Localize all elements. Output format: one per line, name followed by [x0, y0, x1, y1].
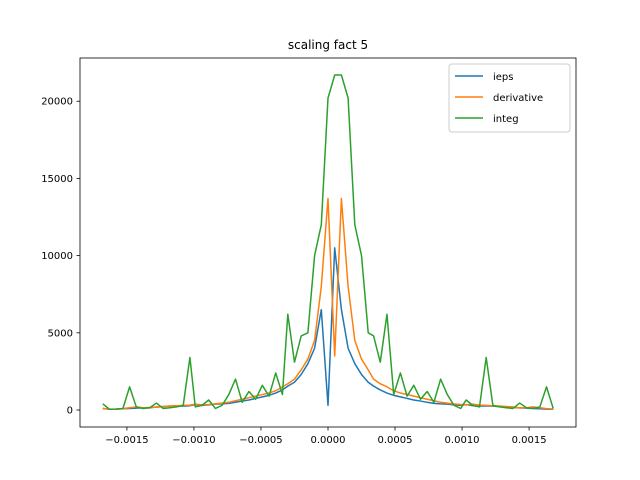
chart-title: scaling fact 5: [288, 38, 368, 52]
x-tick-label: −0.0005: [239, 435, 282, 446]
plot-area: [102, 74, 554, 410]
series-line-derivative: [102, 197, 554, 410]
legend-box: [448, 63, 571, 133]
axis-ticks: −0.0015 −0.0010 −0.0005 0.0000 0.0005 0.0010 0…: [41, 97, 546, 446]
y-tick-label: 15000: [41, 174, 73, 185]
y-tick-label: 0: [67, 406, 73, 417]
legend-label-ieps: ieps: [493, 72, 514, 83]
legend: ieps derivative integ: [448, 63, 571, 133]
x-tick-label: 0.0000: [311, 435, 346, 446]
series-line-integ: [102, 74, 554, 410]
legend-label-integ: integ: [493, 114, 519, 125]
y-tick-label: 5000: [48, 328, 73, 339]
y-tick-label: 20000: [41, 97, 73, 108]
y-tick-label: 10000: [41, 251, 73, 262]
x-tick-label: 0.0015: [512, 435, 547, 446]
x-tick-label: 0.0010: [445, 435, 480, 446]
x-tick-label: −0.0010: [172, 435, 215, 446]
x-tick-label: 0.0005: [378, 435, 413, 446]
x-tick-label: −0.0015: [105, 435, 148, 446]
legend-label-derivative: derivative: [493, 93, 543, 104]
